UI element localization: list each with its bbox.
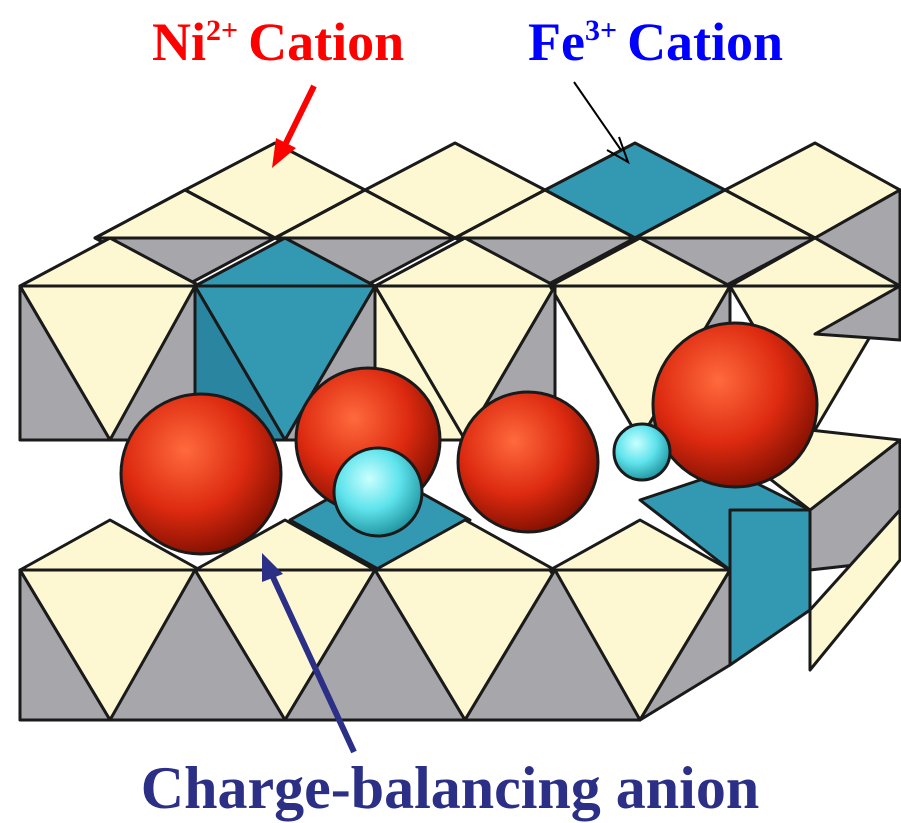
- water-sphere: [332, 446, 424, 538]
- anion-sphere: [119, 392, 283, 556]
- anion-label: Charge-balancing anion: [141, 755, 759, 821]
- black-arrow-head: [606, 136, 630, 165]
- red-arrow-head: [272, 138, 296, 168]
- ni-cation-label: Ni2+ Cation: [152, 12, 404, 72]
- interlayer-spheres: [119, 321, 819, 556]
- water-sphere: [612, 422, 672, 482]
- fe-cation-label: Fe3+ Cation: [528, 12, 783, 72]
- bottom-layer-front: [18, 508, 901, 722]
- anion-sphere: [456, 390, 600, 534]
- blue-arrow-head: [262, 553, 283, 582]
- pointer-arrows: [262, 81, 630, 754]
- anion-sphere: [651, 321, 819, 489]
